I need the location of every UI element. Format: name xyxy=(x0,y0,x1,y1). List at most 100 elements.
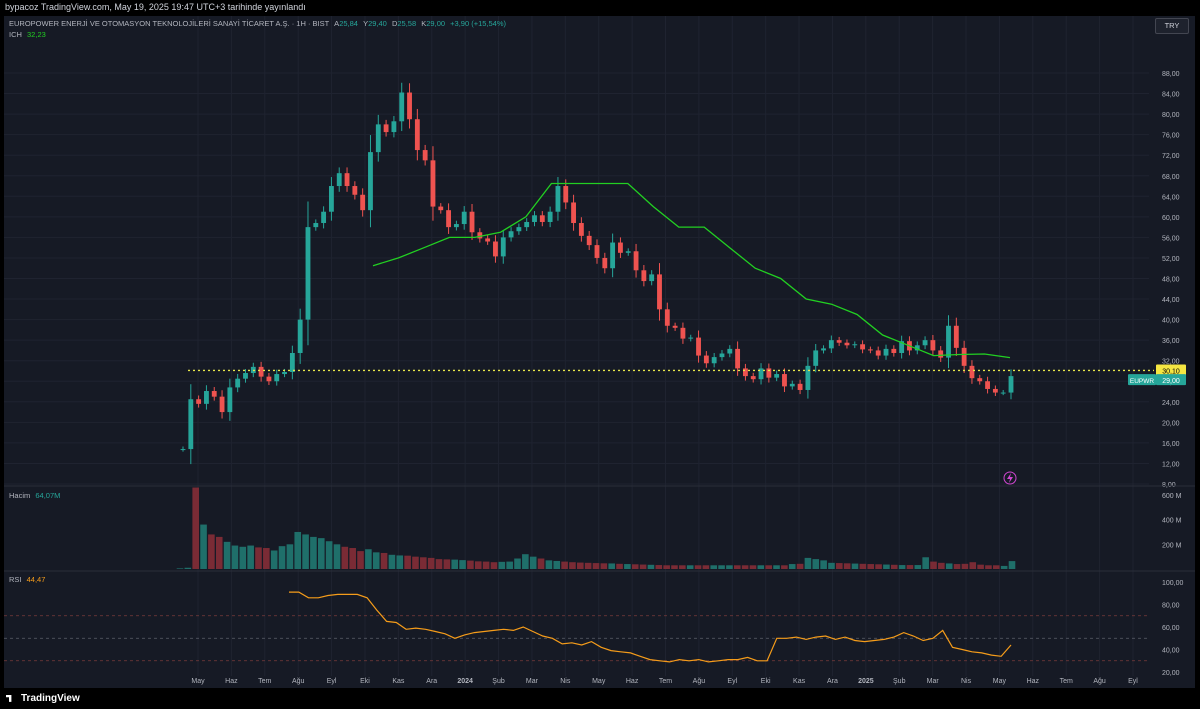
candle-body[interactable] xyxy=(867,349,873,351)
tradingview-logo[interactable]: TradingView xyxy=(6,693,80,704)
candle-body[interactable] xyxy=(711,357,717,364)
candle-body[interactable] xyxy=(180,449,186,451)
rsi-legend[interactable]: RSI 44,47 xyxy=(9,575,45,584)
candle-body[interactable] xyxy=(774,374,780,378)
candle-body[interactable] xyxy=(430,160,436,207)
candle-body[interactable] xyxy=(633,251,639,271)
candle-body[interactable] xyxy=(539,215,545,222)
candle-body[interactable] xyxy=(375,124,381,153)
candle-body[interactable] xyxy=(602,257,608,269)
candle-body[interactable] xyxy=(407,92,412,120)
volume-legend[interactable]: Hacim 64,07M xyxy=(9,491,60,500)
candle-body[interactable] xyxy=(211,391,217,397)
candle-body[interactable] xyxy=(289,352,295,373)
candle-body[interactable] xyxy=(422,150,428,161)
chart-area[interactable]: 8,0012,0016,0020,0024,0028,0032,0036,004… xyxy=(4,16,1195,688)
candle-body[interactable] xyxy=(414,119,420,151)
candle-body[interactable] xyxy=(196,399,202,404)
candle-body[interactable] xyxy=(461,211,467,225)
candle-body[interactable] xyxy=(469,211,475,233)
candle-body[interactable] xyxy=(485,238,491,242)
candle-body[interactable] xyxy=(719,353,725,358)
candle-body[interactable] xyxy=(336,173,342,187)
candle-body[interactable] xyxy=(805,365,811,390)
candle-body[interactable] xyxy=(305,227,311,320)
candle-body[interactable] xyxy=(938,350,944,358)
candle-body[interactable] xyxy=(961,347,967,366)
candle-body[interactable] xyxy=(266,376,272,382)
candle-body[interactable] xyxy=(696,337,701,356)
candle-body[interactable] xyxy=(852,344,858,346)
candle-body[interactable] xyxy=(586,235,592,246)
candle-body[interactable] xyxy=(883,348,889,356)
candle-body[interactable] xyxy=(860,344,866,350)
candle-body[interactable] xyxy=(477,232,483,239)
candle-body[interactable] xyxy=(516,227,522,232)
ich-legend[interactable]: ICH 32,23 xyxy=(9,30,46,39)
candle-body[interactable] xyxy=(328,186,334,212)
candle-body[interactable] xyxy=(992,388,998,393)
candle-body[interactable] xyxy=(383,124,389,133)
candle-body[interactable] xyxy=(618,242,623,253)
candle-body[interactable] xyxy=(766,368,772,378)
candle-body[interactable] xyxy=(493,241,498,257)
candle-body[interactable] xyxy=(914,345,920,351)
candle-body[interactable] xyxy=(391,121,397,133)
candle-body[interactable] xyxy=(297,319,303,353)
candle-body[interactable] xyxy=(571,202,576,224)
candle-body[interactable] xyxy=(836,340,842,343)
candle-body[interactable] xyxy=(727,348,733,354)
candle-body[interactable] xyxy=(274,374,280,382)
candle-body[interactable] xyxy=(313,223,319,228)
candle-body[interactable] xyxy=(875,350,881,356)
candle-body[interactable] xyxy=(547,211,553,222)
candle-body[interactable] xyxy=(891,348,897,353)
candle-body[interactable] xyxy=(563,186,569,203)
candle-body[interactable] xyxy=(235,378,241,388)
candle-body[interactable] xyxy=(1000,392,1006,394)
candle-body[interactable] xyxy=(922,340,928,346)
candle-body[interactable] xyxy=(844,342,850,346)
candle-body[interactable] xyxy=(977,378,983,382)
candle-body[interactable] xyxy=(735,348,741,369)
candle-body[interactable] xyxy=(813,350,819,366)
candle-body[interactable] xyxy=(1008,376,1014,393)
candle-body[interactable] xyxy=(344,173,350,187)
candle-body[interactable] xyxy=(625,251,631,253)
candle-body[interactable] xyxy=(500,237,506,257)
candle-body[interactable] xyxy=(703,355,709,364)
candle-body[interactable] xyxy=(641,270,647,282)
axis-layer[interactable]: 8,0012,0016,0020,0024,0028,0032,0036,004… xyxy=(191,71,1183,685)
candle-body[interactable] xyxy=(899,341,905,353)
candle-body[interactable] xyxy=(688,337,694,339)
currency-button[interactable]: TRY xyxy=(1155,18,1189,34)
candle-body[interactable] xyxy=(657,274,662,310)
candle-body[interactable] xyxy=(446,210,452,228)
candle-body[interactable] xyxy=(946,325,951,358)
candle-body[interactable] xyxy=(360,194,366,211)
chart-svg[interactable]: 8,0012,0016,0020,0024,0028,0032,0036,004… xyxy=(4,16,1195,688)
candle-body[interactable] xyxy=(555,186,561,212)
candle-body[interactable] xyxy=(742,368,748,377)
candle-body[interactable] xyxy=(782,374,787,387)
candle-body[interactable] xyxy=(204,391,209,404)
candle-body[interactable] xyxy=(321,211,327,224)
candle-body[interactable] xyxy=(789,383,795,387)
candle-layer[interactable] xyxy=(180,82,1014,465)
candle-body[interactable] xyxy=(610,242,616,269)
candle-body[interactable] xyxy=(750,376,756,380)
candle-body[interactable] xyxy=(227,387,233,413)
candle-body[interactable] xyxy=(594,245,600,258)
candle-body[interactable] xyxy=(438,206,444,211)
candle-body[interactable] xyxy=(243,373,248,379)
candle-body[interactable] xyxy=(680,327,686,339)
candle-body[interactable] xyxy=(821,348,826,351)
candle-body[interactable] xyxy=(797,383,803,390)
candle-body[interactable] xyxy=(930,340,936,351)
candle-body[interactable] xyxy=(664,309,670,326)
candle-body[interactable] xyxy=(828,340,834,349)
candle-body[interactable] xyxy=(672,325,678,328)
candle-body[interactable] xyxy=(758,368,764,380)
candle-body[interactable] xyxy=(219,396,225,413)
candle-body[interactable] xyxy=(352,186,358,195)
